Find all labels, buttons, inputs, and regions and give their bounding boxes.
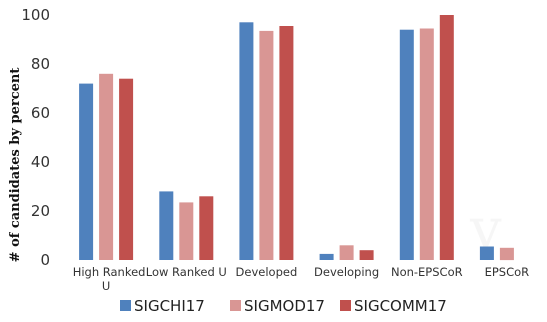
bar	[159, 191, 174, 260]
y-tick-label: 0	[40, 251, 50, 269]
legend-swatch	[120, 300, 131, 311]
bar	[259, 30, 274, 261]
bar	[79, 83, 94, 260]
category-label: Low Ranked U	[146, 265, 227, 279]
y-axis-title: # of candidates by percent	[8, 68, 23, 263]
legend-swatch	[230, 300, 241, 311]
bar	[199, 196, 214, 260]
category-label: Developed	[236, 265, 298, 279]
bar	[319, 253, 334, 260]
bar	[499, 247, 514, 261]
bar	[399, 29, 414, 261]
bar-marks	[79, 15, 514, 261]
category-label: Non-EPSCoR	[391, 265, 463, 279]
bar	[99, 73, 114, 260]
bar	[119, 78, 134, 260]
category-label: EPSCoR	[485, 265, 530, 279]
bar	[179, 202, 194, 260]
legend-label: SIGCHI17	[134, 297, 205, 315]
y-tick-label: 20	[31, 202, 50, 220]
bar	[439, 15, 454, 260]
bar	[359, 250, 374, 260]
category-label: Developing	[314, 265, 379, 279]
legend-label: SIGCOMM17	[354, 297, 447, 315]
y-tick-label: 80	[31, 55, 50, 73]
legend-label: SIGMOD17	[244, 297, 325, 315]
legend: SIGCHI17 SIGMOD17 SIGCOMM17	[120, 297, 447, 315]
y-tick-label: 100	[21, 6, 50, 24]
bar	[339, 245, 354, 260]
y-tick-label: 40	[31, 153, 50, 171]
y-axis-title-group: # of candidates by percent	[8, 68, 23, 263]
bar	[279, 26, 294, 260]
legend-swatch	[340, 300, 351, 311]
category-label: High Ranked U	[73, 265, 146, 293]
bar	[239, 22, 254, 260]
y-tick-labels: 0 20 40 60 80 100	[21, 6, 50, 269]
bar	[419, 28, 434, 260]
bar	[479, 246, 494, 260]
y-tick-label: 60	[31, 104, 50, 122]
